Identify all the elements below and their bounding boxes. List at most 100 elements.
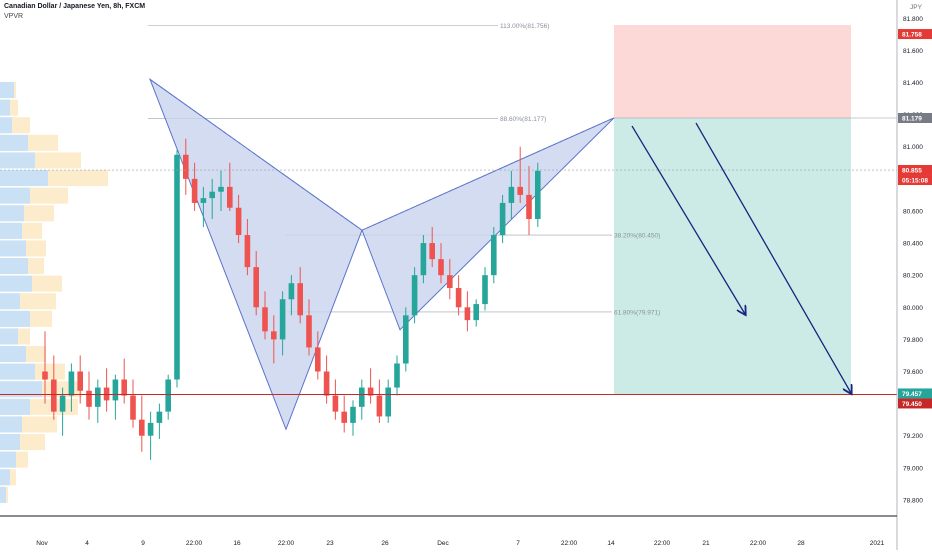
candle-body — [315, 347, 321, 372]
vp-bar-sell — [48, 170, 108, 187]
fib-level-label: 88.60%(81.177) — [500, 116, 546, 123]
vp-bar-sell — [30, 187, 68, 204]
price-tick-label: 81.400 — [903, 80, 923, 87]
candle-body — [394, 363, 400, 388]
vp-bar-sell — [18, 328, 30, 345]
candle-body — [147, 422, 154, 436]
candle-body — [473, 304, 479, 321]
candle-body — [438, 259, 444, 276]
price-tick-label: 79.200 — [903, 433, 923, 440]
candle-body — [227, 186, 233, 208]
fib-level-label: 61.80%(79.971) — [614, 309, 660, 316]
vp-bar-sell — [16, 451, 28, 468]
time-tick-label: 7 — [516, 540, 520, 547]
candle-body — [235, 207, 242, 236]
time-tick-label: 26 — [381, 540, 389, 547]
price-axis-currency: JPY — [910, 4, 923, 11]
vp-bar-buy — [0, 222, 22, 239]
candle-body — [499, 202, 506, 236]
stop-loss-zone — [614, 25, 851, 118]
vp-bar-buy — [0, 363, 35, 380]
bar-countdown-tag-bg — [898, 175, 932, 186]
vp-bar-buy — [0, 451, 16, 468]
candle-body — [271, 331, 277, 340]
candle-body — [447, 275, 453, 289]
candle-body — [121, 379, 127, 396]
price-tick-label: 80.000 — [903, 305, 923, 312]
price-tick-label: 79.000 — [903, 465, 923, 472]
time-tick-label: Dec — [437, 540, 449, 547]
vp-bar-sell — [24, 205, 54, 222]
candle-body — [112, 379, 119, 401]
candle-body — [130, 395, 136, 420]
price-tick-label: 79.800 — [903, 337, 923, 344]
projection-arrow — [695, 122, 851, 393]
candle-body — [42, 371, 48, 380]
chart-title: Canadian Dollar / Japanese Yen, 8h, FXCM — [4, 3, 146, 10]
vp-bar-buy — [0, 398, 30, 415]
candle-body — [209, 191, 215, 199]
price-tick-label: 81.800 — [903, 16, 923, 23]
candle-body — [482, 275, 488, 305]
candle-body — [420, 243, 427, 276]
bar-countdown-tag: 05:15:08 — [902, 178, 928, 185]
target-price-tag-bg — [898, 388, 932, 399]
candle-body — [491, 235, 497, 276]
candle-body — [376, 395, 383, 417]
vp-bar-sell — [22, 222, 42, 239]
vp-bar-sell — [28, 134, 58, 151]
current-price-tag: 80.855 — [902, 168, 922, 175]
candle-body — [200, 198, 207, 203]
price-tick-label: 81.000 — [903, 144, 923, 151]
price-tick-label: 80.600 — [903, 208, 923, 215]
vp-bar-buy — [0, 258, 28, 275]
vp-bar-sell — [22, 416, 57, 433]
candle-body — [191, 178, 198, 203]
candle-body — [297, 283, 303, 316]
price-axis-panel — [897, 0, 932, 550]
level-price-tag-bg — [898, 398, 932, 409]
vp-bar-sell — [10, 469, 16, 486]
candle-body — [156, 411, 163, 423]
candle-body — [403, 315, 409, 364]
candle-body — [288, 283, 295, 300]
candle-body — [350, 406, 356, 423]
candle-body — [535, 170, 541, 219]
time-tick-label: 22:00 — [278, 540, 295, 547]
vp-bar-buy — [0, 205, 24, 222]
vp-bar-buy — [0, 99, 10, 116]
time-tick-label: 14 — [607, 540, 615, 547]
candle-body — [95, 387, 101, 407]
projection-arrow — [631, 125, 745, 314]
vp-bar-buy — [0, 434, 20, 451]
fib-level-label: 38.20%(80.450) — [614, 233, 660, 240]
candle-body — [59, 395, 66, 412]
candle-body — [86, 390, 92, 407]
time-tick-label: 21 — [702, 540, 710, 547]
vp-bar-sell — [26, 240, 46, 257]
candle-body — [359, 387, 365, 407]
candle-body — [165, 379, 171, 412]
pattern-diagonal-bd — [361, 117, 615, 231]
vp-bar-buy — [0, 82, 14, 99]
candle-body — [218, 186, 224, 192]
time-tick-label: 22:00 — [186, 540, 203, 547]
candle-body — [68, 371, 75, 396]
candle-body — [77, 371, 83, 391]
candle-body — [51, 379, 57, 412]
time-tick-label: 28 — [797, 540, 805, 547]
candle-body — [306, 315, 312, 348]
candle-body — [139, 419, 145, 436]
candle-body — [429, 243, 435, 260]
candle-body — [464, 307, 471, 321]
candle-body — [174, 154, 180, 380]
time-tick-label: 22:00 — [654, 540, 671, 547]
price-tick-label: 80.200 — [903, 273, 923, 280]
vp-bar-sell — [20, 293, 56, 310]
candle-body — [323, 371, 330, 396]
price-tick-label: 81.600 — [903, 48, 923, 55]
candle-body — [517, 186, 523, 195]
candle-body — [183, 154, 189, 179]
